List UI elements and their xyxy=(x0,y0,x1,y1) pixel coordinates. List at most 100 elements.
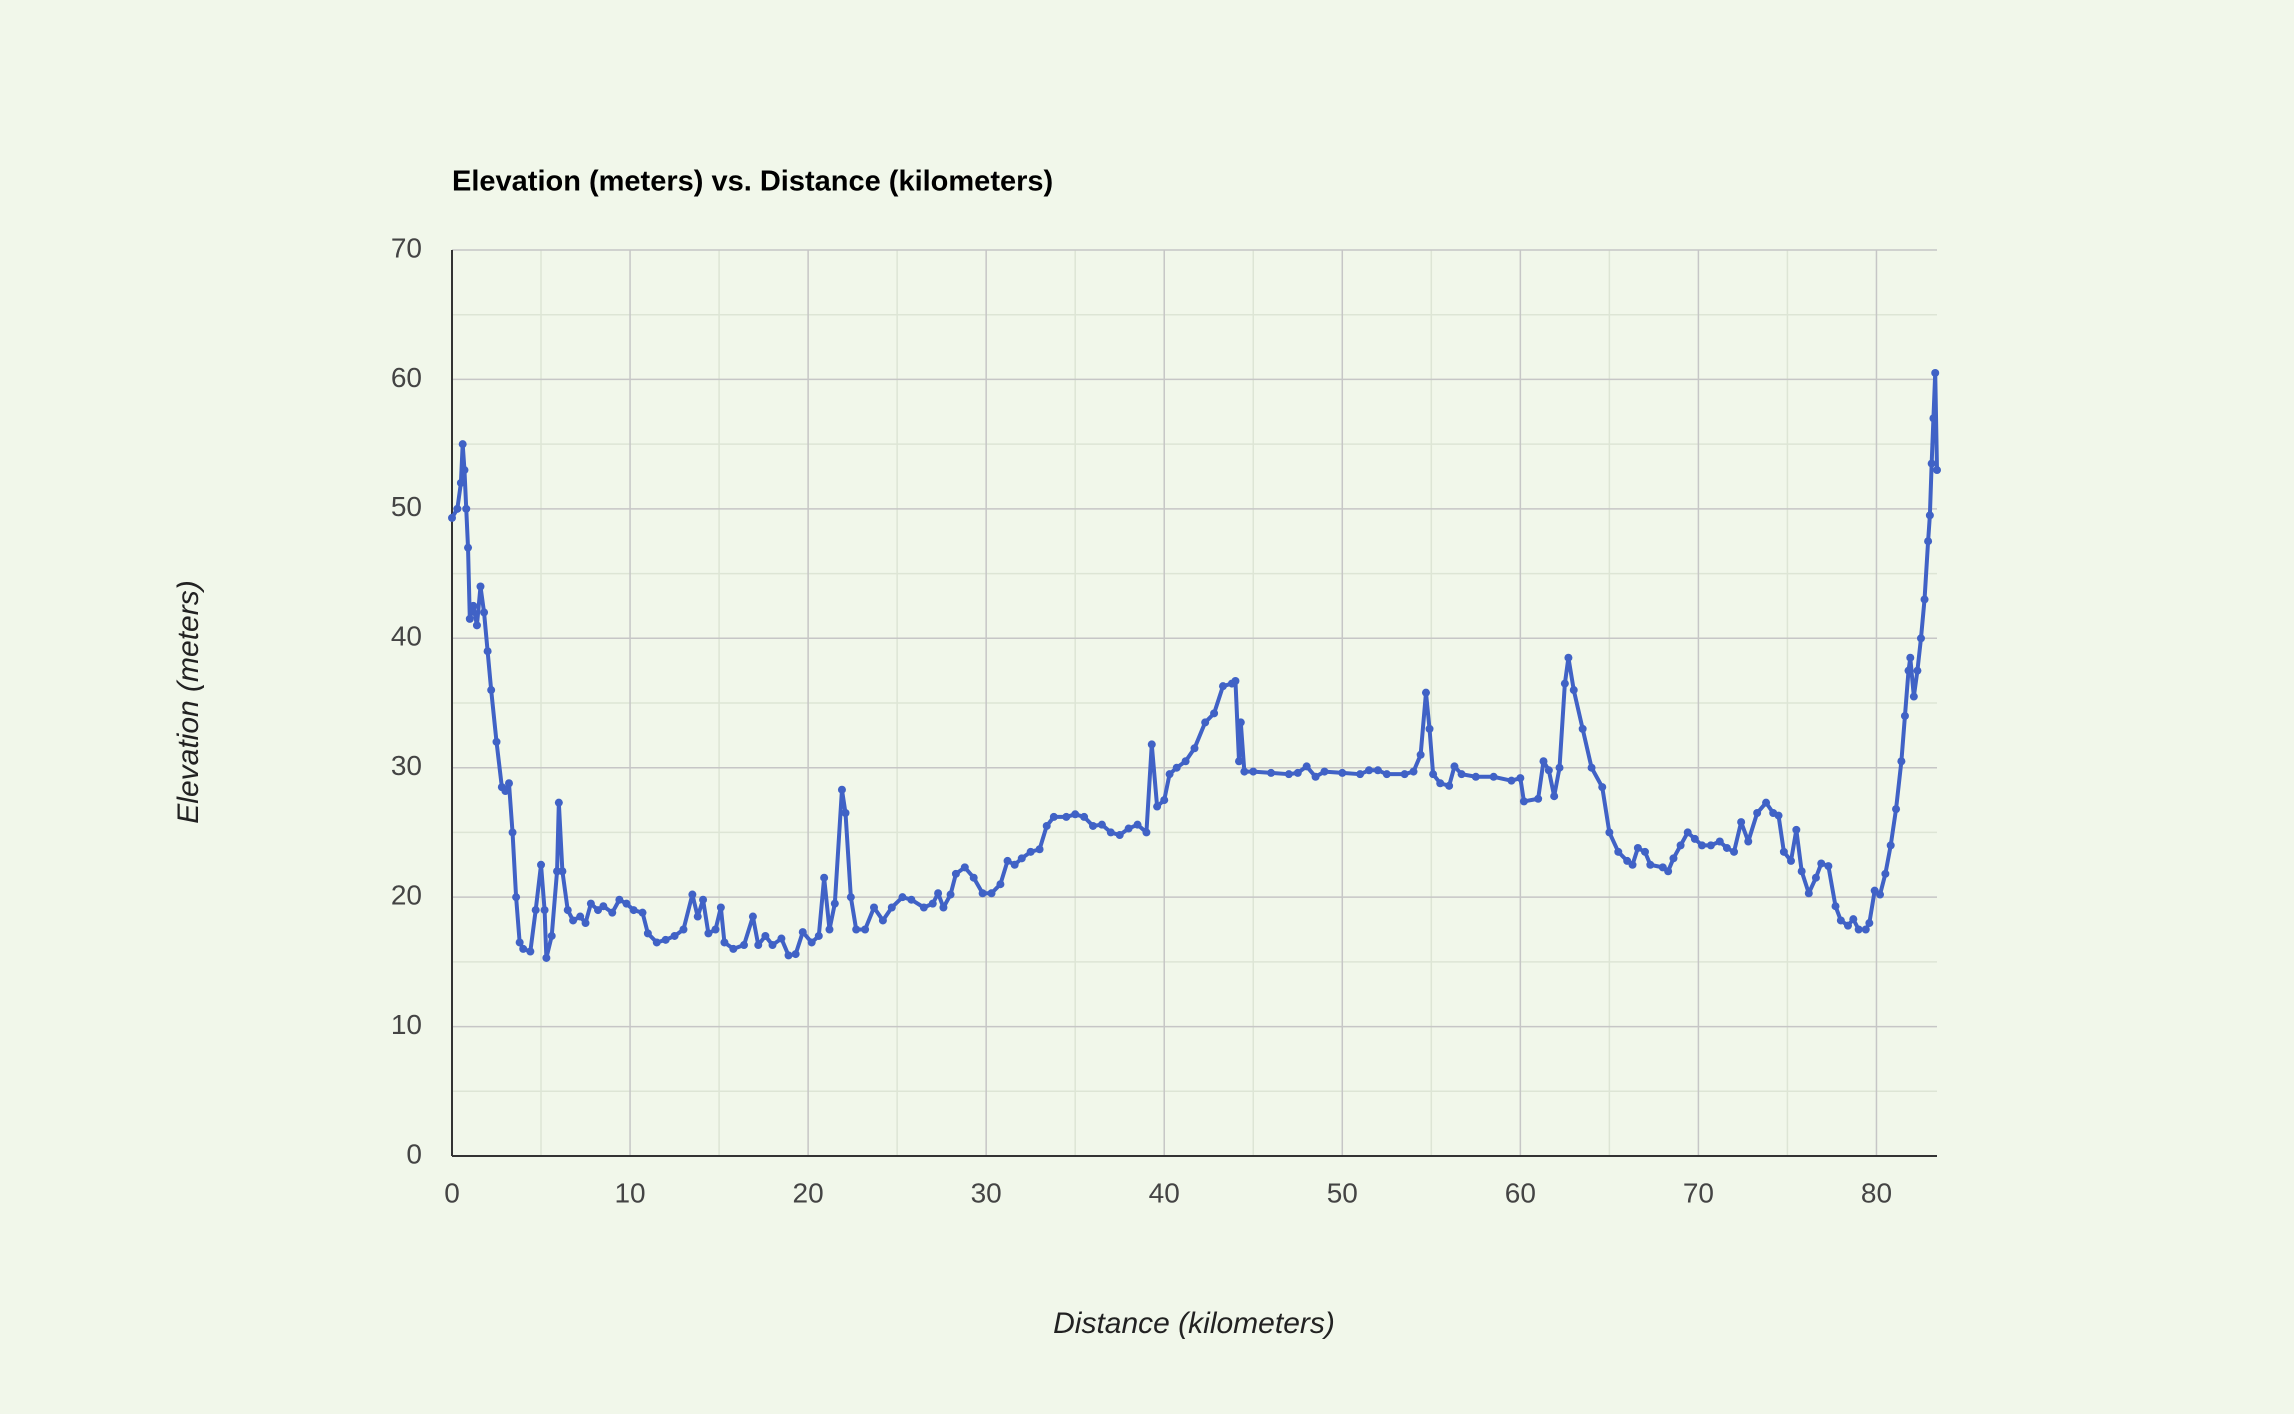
point xyxy=(1293,768,1302,777)
point xyxy=(987,889,996,898)
x-tick-label: 50 xyxy=(1327,1177,1358,1208)
x-tick-label: 80 xyxy=(1861,1177,1892,1208)
point xyxy=(1147,740,1156,749)
point xyxy=(928,899,937,908)
point xyxy=(1142,828,1151,837)
point xyxy=(504,779,513,788)
x-tick-label: 0 xyxy=(444,1177,460,1208)
point xyxy=(1640,847,1649,856)
point xyxy=(1042,821,1051,830)
point xyxy=(1190,744,1199,753)
point xyxy=(1338,768,1347,777)
y-tick-label: 10 xyxy=(391,1009,422,1040)
point xyxy=(1824,862,1833,871)
point xyxy=(1201,718,1210,727)
point xyxy=(1409,767,1418,776)
point xyxy=(1429,770,1438,779)
point xyxy=(814,931,823,940)
point xyxy=(1564,653,1573,662)
point xyxy=(453,504,462,513)
x-tick-label: 60 xyxy=(1505,1177,1536,1208)
point xyxy=(462,504,471,513)
point xyxy=(960,863,969,872)
point xyxy=(1865,919,1874,928)
point xyxy=(1909,692,1918,701)
point xyxy=(1218,682,1227,691)
point xyxy=(456,478,465,487)
point xyxy=(1797,867,1806,876)
point xyxy=(537,860,546,869)
point xyxy=(1153,802,1162,811)
point xyxy=(487,686,496,695)
point xyxy=(679,925,688,934)
point xyxy=(1669,854,1678,863)
point xyxy=(563,906,572,915)
point xyxy=(1587,763,1596,772)
point xyxy=(1753,809,1762,818)
point xyxy=(1236,718,1245,727)
point xyxy=(1172,763,1181,772)
point xyxy=(1507,776,1516,785)
point xyxy=(1017,854,1026,863)
point xyxy=(1664,867,1673,876)
point xyxy=(1920,595,1929,604)
point xyxy=(1933,466,1941,475)
point xyxy=(1931,368,1940,377)
point xyxy=(1457,770,1466,779)
point xyxy=(1231,676,1240,685)
point xyxy=(1425,724,1434,733)
point xyxy=(1924,537,1933,546)
point xyxy=(820,873,829,882)
point xyxy=(1811,873,1820,882)
point xyxy=(1010,860,1019,869)
point xyxy=(1356,770,1365,779)
point xyxy=(1628,860,1637,869)
point xyxy=(1722,843,1731,852)
point xyxy=(1124,824,1133,833)
point xyxy=(1382,770,1391,779)
point xyxy=(1690,834,1699,843)
point xyxy=(608,908,617,917)
x-tick-label: 40 xyxy=(1149,1177,1180,1208)
point xyxy=(1364,766,1373,775)
point xyxy=(1519,797,1528,806)
point xyxy=(476,582,485,591)
point xyxy=(1804,889,1813,898)
point xyxy=(740,941,749,950)
point xyxy=(638,908,647,917)
point xyxy=(576,912,585,921)
point xyxy=(748,912,757,921)
point xyxy=(558,867,567,876)
point xyxy=(1605,828,1614,837)
point xyxy=(1516,774,1525,783)
point xyxy=(1843,921,1852,930)
point xyxy=(791,950,800,959)
point xyxy=(1569,686,1578,695)
point xyxy=(869,903,878,912)
point xyxy=(661,935,670,944)
point xyxy=(716,903,725,912)
point xyxy=(969,873,978,882)
point xyxy=(1320,767,1329,776)
point xyxy=(1035,845,1044,854)
point xyxy=(1683,828,1692,837)
point xyxy=(1925,511,1934,520)
point xyxy=(919,903,928,912)
point xyxy=(1471,772,1480,781)
point xyxy=(670,931,679,940)
point xyxy=(846,893,855,902)
point xyxy=(978,889,987,898)
point xyxy=(512,893,521,902)
point xyxy=(1929,414,1938,423)
point xyxy=(1916,634,1925,643)
point xyxy=(1927,459,1936,468)
point xyxy=(1311,772,1320,781)
point xyxy=(1578,724,1587,733)
point xyxy=(878,916,887,925)
point xyxy=(852,925,861,934)
point xyxy=(1876,890,1885,899)
point xyxy=(1106,828,1115,837)
point xyxy=(1302,762,1311,771)
